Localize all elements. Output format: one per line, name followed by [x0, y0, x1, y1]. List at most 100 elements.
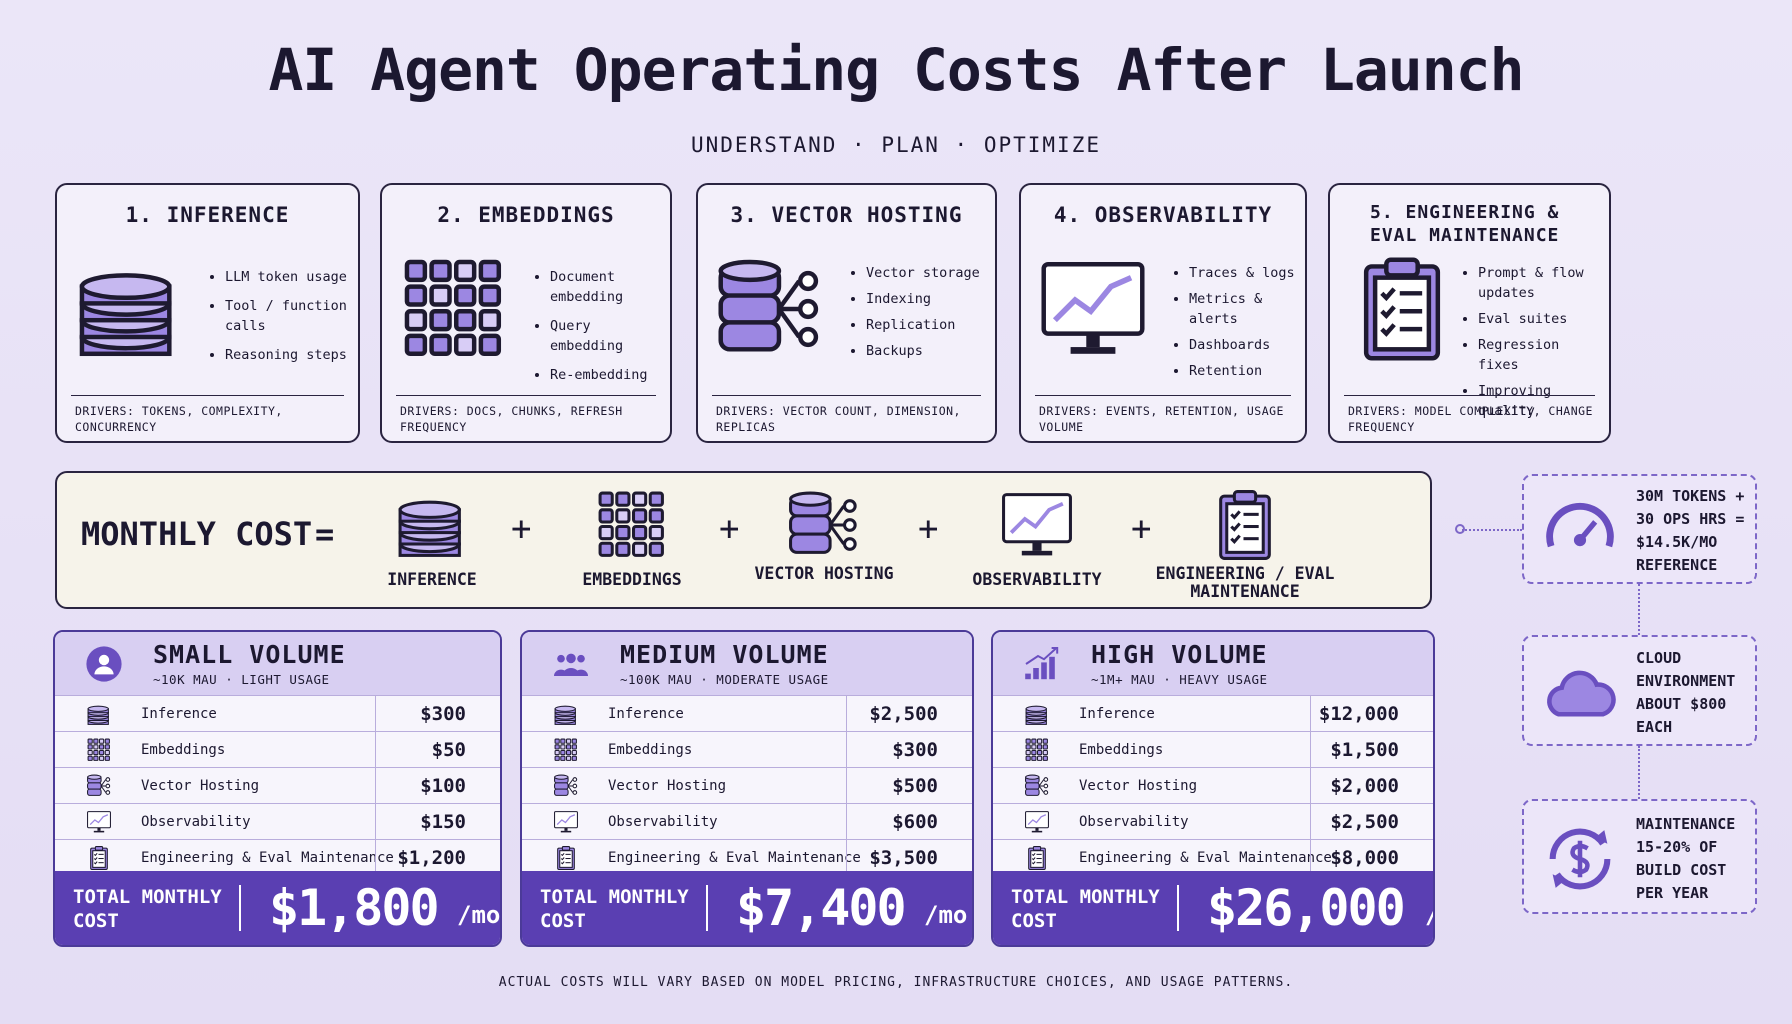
icon	[552, 737, 580, 763]
drivers: DRIVERS: EVENTS, RETENTION, USAGE VOLUME	[1039, 404, 1284, 434]
category-card: 4. OBSERVABILITY Traces & logs Metrics & a…	[1019, 183, 1307, 443]
icon	[1346, 253, 1458, 365]
total-label: TOTAL MONTHLY COST	[73, 886, 222, 932]
total-unit: /mo	[924, 901, 968, 929]
icon	[394, 487, 470, 563]
row-item: Vector Hosting	[141, 778, 260, 794]
icon-svg	[398, 500, 461, 557]
icon-svg	[1028, 846, 1046, 870]
total-divider	[1177, 885, 1179, 931]
icon-svg	[598, 491, 664, 557]
row-divider	[375, 696, 377, 732]
drivers: DRIVERS: DOCS, CHUNKS, REFRESH FREQUENCY	[400, 404, 623, 434]
cost-row: Observability $2,500	[993, 803, 1433, 840]
cost-row: Inference $300	[55, 695, 500, 732]
row-item: Vector Hosting	[608, 778, 727, 794]
icon-svg	[1002, 493, 1072, 556]
total-label: TOTAL MONTHLY COST	[1011, 886, 1160, 932]
row-cost: $2,000	[1330, 775, 1399, 797]
bullets: LLM token usage Tool / function calls Reas…	[209, 267, 352, 374]
total-bar: TOTAL MONTHLY COST $1,800/mo	[55, 871, 500, 945]
row-divider	[1309, 768, 1311, 804]
tier-card: SMALL VOLUME ~10K MAU · LIGHT USAGE Infere…	[53, 630, 502, 947]
cost-row: Embeddings $1,500	[993, 731, 1433, 768]
note-text: CLOUD ENVIRONMENT ABOUT $800 EACH	[1636, 648, 1736, 736]
connector	[1462, 529, 1522, 531]
row-item: Observability	[141, 814, 251, 830]
divider	[71, 395, 344, 396]
icon-svg	[1025, 705, 1047, 725]
connector	[1638, 584, 1640, 635]
cost-row: Inference $12,000	[993, 695, 1433, 732]
divider	[1344, 395, 1595, 396]
row-cost: $100	[420, 775, 466, 797]
icon	[85, 773, 113, 799]
total-bar: TOTAL MONTHLY COST $26,000/mo	[993, 871, 1433, 945]
icon	[999, 487, 1075, 563]
icon-svg	[554, 811, 578, 833]
equation-box: MONTHLY COST = INFERENCE EMBEDDINGS VECTOR H…	[55, 471, 1432, 609]
row-divider	[375, 840, 377, 876]
icon-svg	[86, 646, 122, 682]
icon-svg	[1219, 490, 1271, 560]
tier-name: HIGH VOLUME	[1091, 640, 1268, 669]
row-divider	[1309, 732, 1311, 768]
total-unit: /mo	[1425, 901, 1433, 929]
bullet: Dashboards	[1189, 335, 1299, 355]
icon	[1023, 773, 1051, 799]
category-card: 1. INFERENCE LLM token usage Tool / functi…	[55, 183, 360, 443]
plus: +	[918, 509, 939, 549]
icon	[85, 701, 113, 727]
bullet: Document embedding	[550, 267, 664, 307]
row-item: Observability	[608, 814, 718, 830]
bullet: Replication	[866, 315, 989, 335]
divider	[1035, 395, 1291, 396]
row-item: Engineering & Eval Maintenance	[1079, 850, 1332, 866]
icon	[85, 845, 113, 871]
cost-row: Embeddings $300	[522, 731, 972, 768]
icon-svg	[1547, 670, 1616, 717]
cost-row: Engineering & Eval Maintenance $8,000	[993, 839, 1433, 876]
note-box: 30M TOKENS + 30 OPS HRS = $14.5K/MO REFE…	[1522, 474, 1757, 584]
bullets: Document embedding Query embedding Re-embe…	[534, 267, 664, 394]
total-value: $7,400	[736, 879, 907, 937]
bullet: LLM token usage	[225, 267, 352, 287]
equation-item: OBSERVABILITY	[972, 570, 1102, 589]
category-card: 2. EMBEDDINGS Document embedding Query emb…	[380, 183, 672, 443]
row-item: Vector Hosting	[1079, 778, 1198, 794]
drivers: DRIVERS: TOKENS, COMPLEXITY, CONCURRENCY	[75, 404, 283, 434]
icon-svg	[87, 811, 111, 833]
icon	[552, 845, 580, 871]
bullet-list: Document embedding Query embedding Re-embe…	[534, 267, 664, 385]
tier-header: MEDIUM VOLUME ~100K MAU · MODERATE USAGE	[522, 632, 972, 695]
plus: +	[1131, 509, 1152, 549]
row-cost: $3,500	[869, 847, 938, 869]
row-cost: $12,000	[1318, 703, 1399, 725]
row-cost: $150	[420, 811, 466, 833]
row-cost: $300	[420, 703, 466, 725]
bullet-list: LLM token usage Tool / function calls Reas…	[209, 267, 352, 365]
divider	[712, 395, 981, 396]
subtitle: UNDERSTAND · PLAN · OPTIMIZE	[690, 133, 1101, 157]
total-unit: /mo	[457, 901, 501, 929]
row-cost: $50	[431, 739, 466, 761]
icon-svg	[87, 774, 111, 796]
bullet: Regression fixes	[1478, 335, 1603, 375]
divider	[396, 395, 656, 396]
icon	[83, 644, 125, 684]
icon	[552, 809, 580, 835]
total-bar: TOTAL MONTHLY COST $7,400/mo	[522, 871, 972, 945]
card-title: 2. EMBEDDINGS	[437, 203, 615, 227]
icon-svg	[718, 259, 819, 352]
bullet: Vector storage	[866, 263, 989, 283]
icon-svg	[1025, 774, 1049, 796]
icon	[73, 253, 185, 365]
icon-svg	[1041, 261, 1145, 354]
equation-item: ENGINEERING / EVAL MAINTENANCE	[1155, 564, 1335, 601]
icon	[594, 487, 670, 563]
row-divider	[846, 768, 847, 804]
bullet: Eval suites	[1478, 309, 1603, 329]
total-label: TOTAL MONTHLY COST	[540, 886, 689, 932]
category-card: 5. ENGINEERING & EVAL MAINTENANCE Prompt …	[1328, 183, 1611, 443]
row-cost: $8,000	[1330, 847, 1399, 869]
